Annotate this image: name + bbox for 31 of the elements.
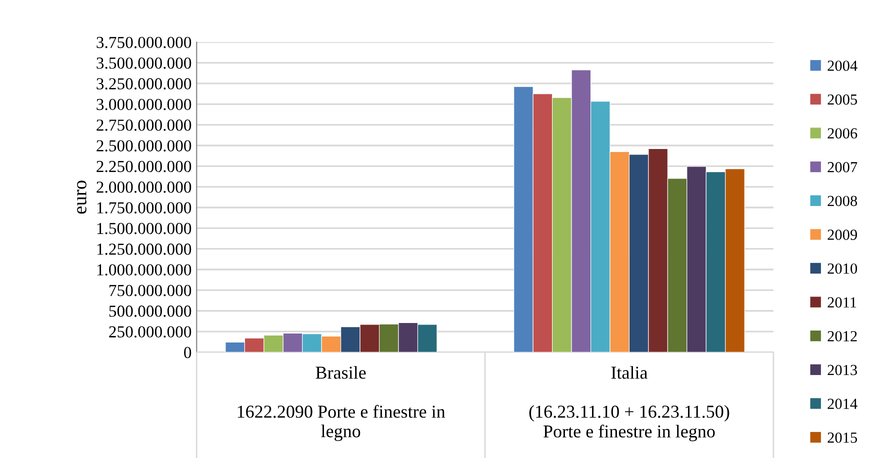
- legend-label: 2013: [828, 364, 858, 376]
- legend-label: 2004: [828, 60, 858, 71]
- category-label: Brasile 1622.2090 Porte e finestre in legno: [238, 366, 446, 442]
- y-tick-label: 1.750.000.000: [97, 202, 192, 214]
- y-tick-label: 1.250.000.000: [97, 244, 192, 255]
- y-tick-label: 2.000.000.000: [96, 182, 192, 193]
- y-tick-label: 2.750.000.000: [96, 120, 192, 131]
- y-tick-label: 250.000.000: [109, 326, 192, 338]
- y-tick-label: 3.500.000.000: [96, 58, 192, 69]
- legend-label: 2008: [828, 196, 858, 206]
- y-tick-label: 3.750.000.000: [96, 36, 192, 48]
- y-tick-label: 750.000.000: [110, 284, 192, 296]
- legend-label: 2010: [828, 263, 858, 274]
- y-tick-label: 1.000.000.000: [97, 264, 192, 276]
- y-tick-label: 3.000.000.000: [96, 98, 192, 110]
- legend-label: 2005: [828, 94, 858, 105]
- legend-label: 2015: [828, 432, 858, 443]
- legend-label: 2007: [828, 162, 858, 172]
- y-tick-label: 2.500.000.000: [96, 140, 192, 152]
- legend-label: 2012: [828, 331, 857, 342]
- legend-label: 2011: [828, 297, 856, 308]
- category-label: Italia (16.23.11.10 + 16.23.11.50) Porte e finestre in legno: [529, 366, 730, 442]
- legend-label: 2014: [828, 398, 858, 409]
- y-tick-label: 500.000.000: [109, 306, 192, 317]
- y-tick-label: 0: [184, 346, 192, 358]
- y-tick-label: 2.250.000.000: [96, 160, 192, 172]
- legend-label: 2009: [828, 230, 857, 240]
- y-tick-label: 1.500.000.000: [97, 222, 192, 234]
- y-axis-title: euro: [77, 180, 86, 214]
- legend-label: 2006: [828, 128, 858, 139]
- y-tick-label: 3.250.000.000: [96, 78, 192, 90]
